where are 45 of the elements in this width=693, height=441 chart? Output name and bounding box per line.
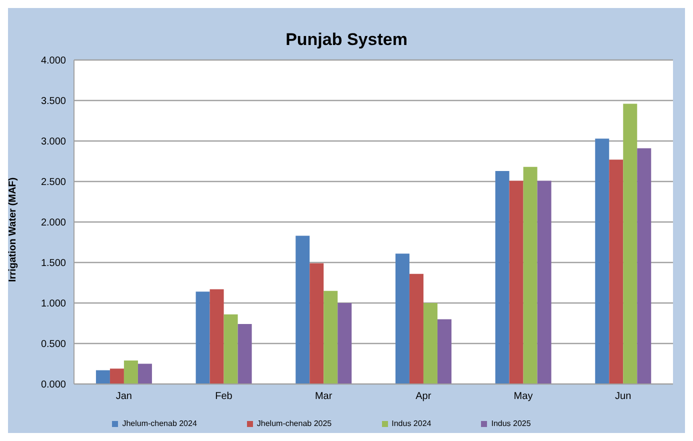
bar: [637, 148, 652, 384]
bar: [296, 236, 310, 384]
bar: [110, 368, 124, 384]
x-tick-label: May: [514, 391, 533, 402]
legend-label: Jhelum-chenab 2024: [122, 419, 197, 428]
bar: [310, 263, 324, 384]
y-tick-label: 0.000: [40, 380, 66, 391]
bar: [509, 180, 524, 384]
bar: [124, 360, 138, 384]
bar: [138, 364, 152, 384]
y-tick-label: 1.500: [40, 258, 66, 270]
bar: [537, 180, 552, 384]
bar: [495, 170, 510, 384]
bar: [210, 289, 224, 384]
x-tick-label: Jan: [116, 391, 132, 402]
bar: [96, 370, 110, 384]
chart-title: Punjab System: [284, 30, 408, 50]
y-axis-title: Irrigation Water (MAF): [8, 177, 19, 282]
legend-label: Indus 2025: [491, 419, 531, 428]
bar: [196, 292, 210, 384]
bar: [224, 314, 238, 384]
bar: [609, 160, 624, 384]
y-tick-label: 1.000: [40, 298, 66, 310]
bar: [595, 138, 610, 384]
legend-label: Jhelum-chenab 2025: [256, 419, 332, 428]
bar: [324, 290, 338, 384]
y-tick-label: 0.500: [40, 339, 66, 350]
y-tick-label: 3.000: [40, 136, 66, 148]
x-tick-label: Apr: [416, 391, 432, 402]
y-tick-label: 3.500: [40, 96, 66, 108]
x-tick-label: Feb: [215, 391, 233, 402]
bar: [395, 254, 410, 384]
y-tick-label: 2.000: [40, 218, 66, 229]
y-tick-label: 2.500: [40, 177, 66, 188]
bar: [437, 319, 452, 384]
bar: [238, 324, 252, 384]
x-tick-label: Jun: [615, 391, 632, 402]
bar: [423, 303, 438, 384]
y-tick-label: 4.000: [40, 56, 66, 67]
bar: [523, 166, 538, 384]
bar: [338, 303, 352, 384]
x-tick-label: Mar: [314, 391, 333, 402]
bar: [623, 104, 638, 384]
legend-label: Indus 2024: [392, 419, 432, 428]
bar: [409, 274, 424, 384]
